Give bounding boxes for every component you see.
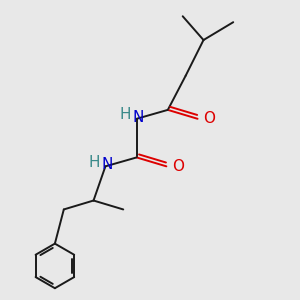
Text: H: H <box>120 107 131 122</box>
Text: O: O <box>203 111 215 126</box>
Text: O: O <box>172 159 184 174</box>
Text: N: N <box>132 110 144 125</box>
Text: N: N <box>101 158 112 172</box>
Text: H: H <box>88 155 100 170</box>
